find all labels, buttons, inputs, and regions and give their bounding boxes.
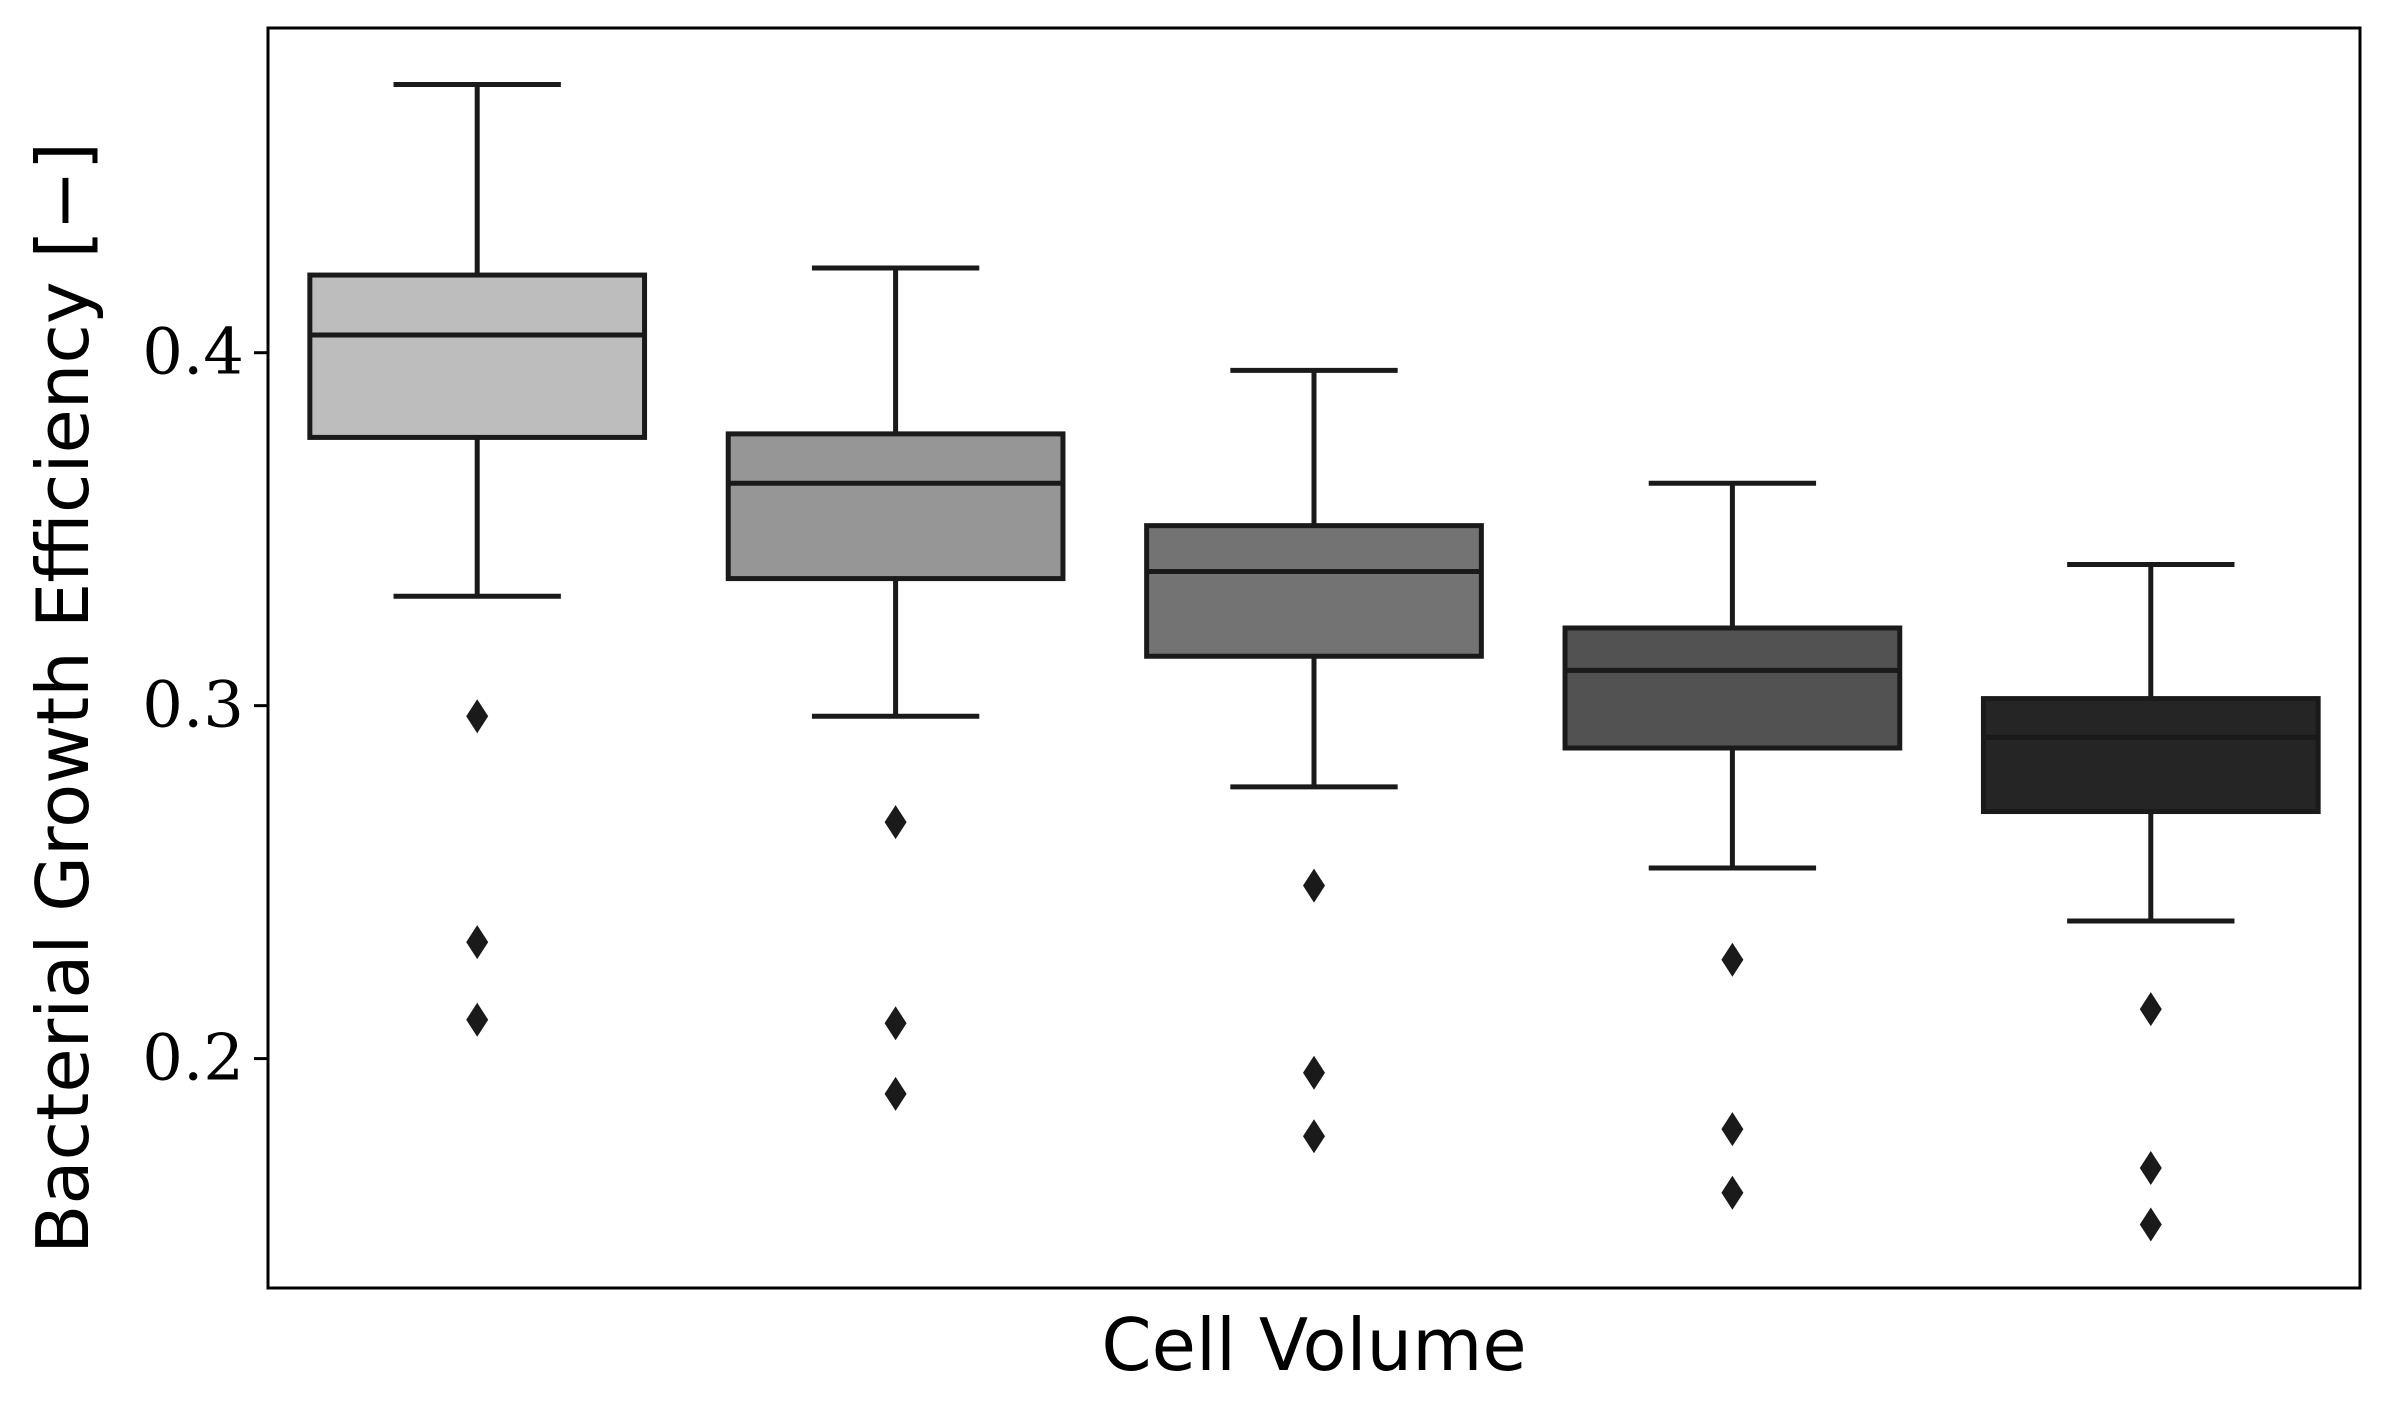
outlier-point bbox=[2139, 992, 2162, 1027]
box-group-3 bbox=[1144, 367, 1484, 1154]
box-group-4 bbox=[1562, 480, 1903, 1210]
y-tick-label: 0.2 bbox=[142, 1022, 244, 1096]
x-axis-label: Cell Volume bbox=[1101, 1303, 1526, 1387]
box-iqr bbox=[307, 272, 648, 440]
outlier-point bbox=[884, 1006, 907, 1041]
outlier-point bbox=[1721, 942, 1744, 977]
outlier-point bbox=[884, 1076, 907, 1111]
y-tick-label: 0.3 bbox=[142, 669, 244, 743]
outlier-point bbox=[1303, 1119, 1325, 1154]
box-iqr bbox=[725, 431, 1066, 582]
y-axis-label: Bacterial Growth Efficiency [−] bbox=[21, 142, 105, 1254]
y-axis-ticks: 0.2 0.3 0.4 bbox=[142, 316, 268, 1096]
plot-frame bbox=[266, 26, 2362, 1290]
outlier-point bbox=[884, 805, 907, 840]
outlier-point bbox=[1303, 868, 1325, 903]
outlier-point bbox=[1721, 1112, 1744, 1147]
box-group-2 bbox=[725, 265, 1066, 1111]
y-tick-label: 0.4 bbox=[142, 316, 244, 390]
box-group-5 bbox=[1980, 561, 2321, 1242]
outlier-point bbox=[466, 699, 489, 734]
outlier-point bbox=[1303, 1055, 1325, 1090]
outlier-point bbox=[2139, 1207, 2162, 1242]
box-iqr bbox=[1562, 625, 1903, 751]
outlier-point bbox=[466, 1002, 489, 1037]
box-iqr bbox=[1144, 523, 1484, 659]
box-iqr bbox=[1980, 696, 2321, 815]
outlier-point bbox=[466, 925, 489, 960]
outlier-point bbox=[2139, 1151, 2162, 1185]
outlier-point bbox=[1721, 1175, 1744, 1210]
box-plot-marks bbox=[307, 81, 2321, 1242]
box-group-1 bbox=[307, 81, 648, 1037]
